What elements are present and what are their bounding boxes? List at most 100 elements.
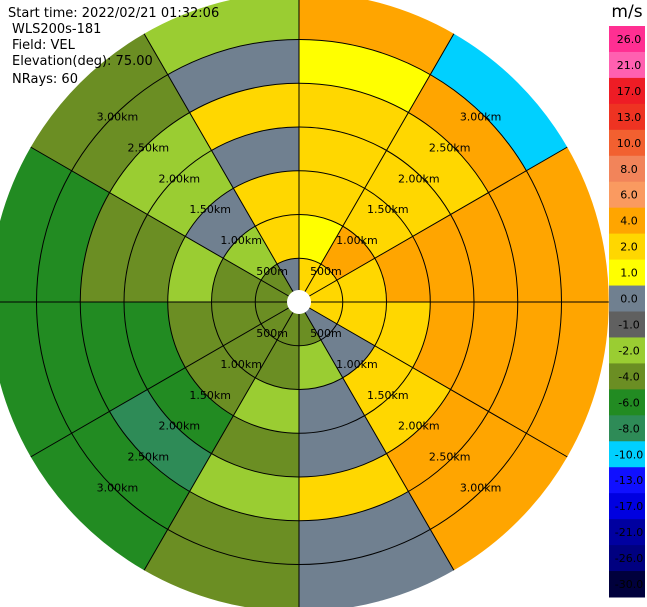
velocity-cell xyxy=(261,302,299,340)
ring-label: 1.50km xyxy=(367,389,409,402)
velocity-cell xyxy=(299,302,321,346)
velocity-cell xyxy=(412,214,474,302)
velocity-cell xyxy=(320,226,375,281)
velocity-cell xyxy=(299,0,454,75)
velocity-cell xyxy=(342,188,413,259)
elevation-label: Elevation(deg): 75.00 xyxy=(12,54,153,69)
field-label: Field: VEL xyxy=(12,38,75,53)
velocity-cell xyxy=(386,389,489,492)
velocity-cell xyxy=(299,280,343,302)
velocity-cell xyxy=(277,302,299,346)
velocity-cell xyxy=(189,83,299,151)
ring-label: 1.00km xyxy=(220,358,262,371)
azimuth-spoke xyxy=(143,301,300,571)
ring-label: 2.50km xyxy=(128,141,170,154)
velocity-cell xyxy=(255,214,299,265)
velocity-cell xyxy=(299,214,343,265)
velocity-cell xyxy=(71,411,190,530)
velocity-cell xyxy=(430,33,568,171)
velocity-cell xyxy=(299,453,409,521)
velocity-cell xyxy=(450,192,518,302)
velocity-cell xyxy=(147,150,234,237)
velocity-cell xyxy=(71,74,190,193)
velocity-cell xyxy=(167,39,299,113)
velocity-cell xyxy=(488,302,562,434)
velocity-cell xyxy=(430,433,568,571)
velocity-cell xyxy=(144,0,299,75)
velocity-cell xyxy=(36,302,110,434)
velocity-cell xyxy=(299,258,321,302)
velocity-cell xyxy=(211,127,299,189)
velocity-cell xyxy=(0,302,72,457)
velocity-cell xyxy=(408,411,527,530)
ring-label: 2.50km xyxy=(429,141,471,154)
velocity-cell xyxy=(299,302,337,340)
velocity-cell xyxy=(299,491,431,565)
velocity-field xyxy=(0,0,609,607)
velocity-cell xyxy=(488,170,562,302)
velocity-cell xyxy=(299,529,454,607)
ring-label: 2.50km xyxy=(128,451,170,464)
velocity-cell xyxy=(342,345,413,416)
velocity-cell xyxy=(0,147,72,302)
velocity-cell xyxy=(299,302,343,324)
velocity-cell xyxy=(211,258,262,302)
velocity-cell xyxy=(277,258,299,302)
velocity-cell xyxy=(30,433,168,571)
velocity-cell xyxy=(211,302,262,346)
velocity-cell xyxy=(299,127,387,189)
velocity-cell xyxy=(109,112,212,215)
azimuth-spoke xyxy=(298,33,455,303)
velocity-cell xyxy=(336,302,387,346)
velocity-cell xyxy=(255,339,299,390)
range-ring-labels: 500m 500m 500m 500m 1.00km 1.00km 1.00km 1.00km… xyxy=(97,110,502,494)
velocity-cell xyxy=(211,415,299,477)
nrays-label: NRays: 60 xyxy=(12,72,78,87)
velocity-cell xyxy=(144,529,299,607)
ring-label: 1.00km xyxy=(336,234,378,247)
ring-label: 3.00km xyxy=(460,482,502,495)
velocity-cell xyxy=(167,302,224,368)
velocity-cell xyxy=(261,264,299,302)
velocity-cell xyxy=(299,39,431,113)
velocity-cell xyxy=(233,170,299,227)
velocity-cell xyxy=(233,377,299,434)
velocity-cell xyxy=(374,236,431,302)
ring-label: 3.00km xyxy=(97,110,139,123)
velocity-cell xyxy=(185,188,256,259)
velocity-cell xyxy=(223,226,278,281)
velocity-cell xyxy=(364,150,451,237)
ring-label: 1.50km xyxy=(189,389,231,402)
velocity-cell xyxy=(255,280,299,302)
velocity-cell xyxy=(336,258,387,302)
azimuth-spoke xyxy=(298,301,568,458)
velocity-cell xyxy=(185,345,256,416)
velocity-cell xyxy=(167,236,224,302)
azimuth-spoke xyxy=(298,301,455,571)
velocity-cell xyxy=(299,170,365,227)
ring-label: 3.00km xyxy=(97,482,139,495)
ring-label: 500m xyxy=(256,327,288,340)
velocity-cell xyxy=(364,367,451,454)
velocity-cell xyxy=(124,214,186,302)
velocity-cell xyxy=(255,302,299,324)
ring-label: 1.50km xyxy=(189,203,231,216)
ring-label: 500m xyxy=(310,265,342,278)
ring-label: 2.00km xyxy=(398,172,440,185)
velocity-cell xyxy=(109,389,212,492)
velocity-cell xyxy=(167,491,299,565)
velocity-cell xyxy=(320,323,375,378)
velocity-cell xyxy=(80,192,148,302)
velocity-cell xyxy=(299,83,409,151)
ring-label: 2.50km xyxy=(429,451,471,464)
velocity-cell xyxy=(223,323,278,378)
azimuth-spoke xyxy=(30,301,300,458)
velocity-cell xyxy=(386,112,489,215)
velocity-cell xyxy=(189,453,299,521)
range-ring-grid xyxy=(0,0,609,607)
ring-label: 1.00km xyxy=(336,358,378,371)
ring-label: 500m xyxy=(256,265,288,278)
instrument-label: WLS200s-181 xyxy=(12,22,102,37)
ring-label: 2.00km xyxy=(398,420,440,433)
